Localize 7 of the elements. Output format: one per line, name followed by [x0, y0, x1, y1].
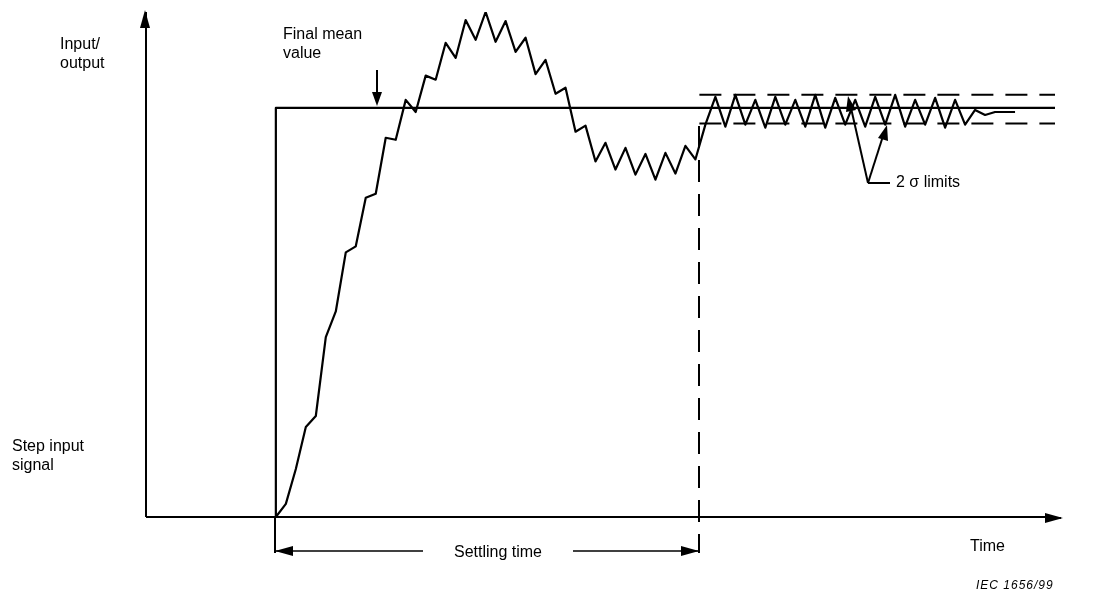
annotation: 2 σ limits	[896, 172, 962, 192]
x-axis-title: Time	[970, 536, 1005, 556]
text: Step input signal	[12, 436, 86, 475]
text: IEC 1656/99	[976, 578, 1055, 593]
annotation: Final mean value	[283, 24, 364, 63]
y-axis-title: Input/ output	[60, 34, 106, 73]
text: Settling time	[428, 542, 568, 562]
